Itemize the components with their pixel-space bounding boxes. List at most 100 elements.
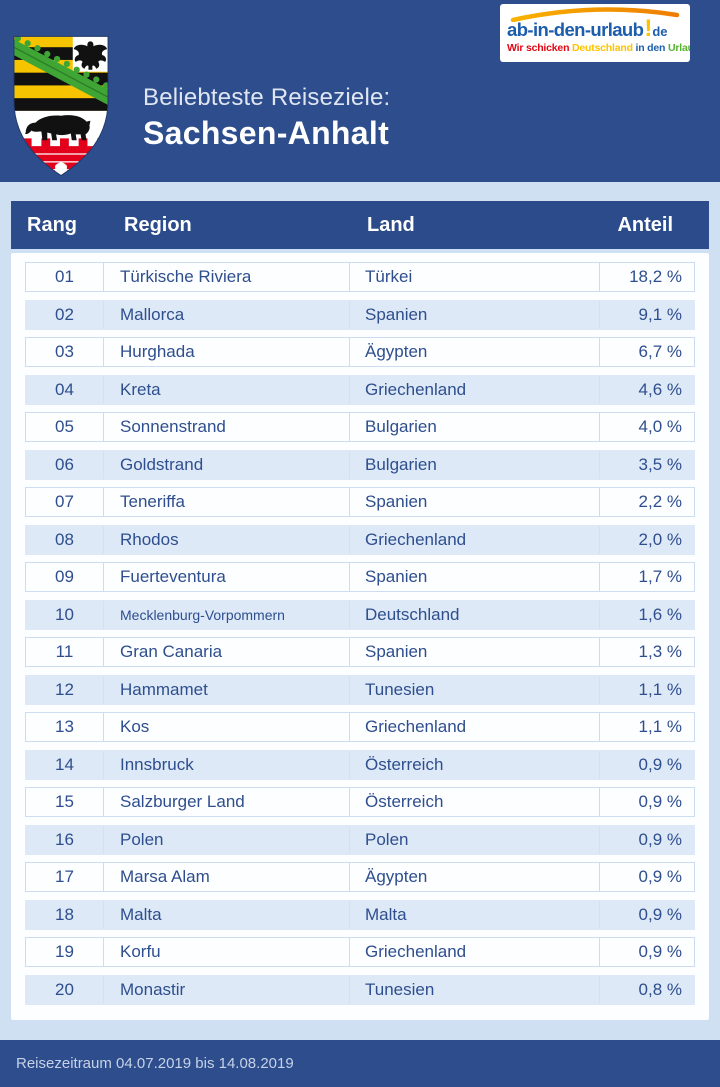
logo-main-text: ab-in-den-urlaub bbox=[507, 19, 644, 40]
cell-region: Salzburger Land bbox=[104, 788, 350, 816]
cell-region: Gran Canaria bbox=[104, 638, 350, 666]
cell-rang: 04 bbox=[26, 375, 104, 404]
page-subtitle: Beliebteste Reiseziele: bbox=[143, 84, 391, 111]
page-title: Sachsen-Anhalt bbox=[143, 115, 390, 151]
page-footer: Reisezeitraum 04.07.2019 bis 14.08.2019 bbox=[0, 1040, 720, 1087]
cell-region: Malta bbox=[104, 900, 350, 929]
table-row: 18 Malta Malta 0,9 % bbox=[25, 899, 695, 930]
column-header-rang: Rang bbox=[27, 213, 77, 236]
cell-rang: 12 bbox=[26, 675, 104, 704]
logo-tld: de bbox=[652, 24, 668, 39]
cell-rang: 11 bbox=[26, 638, 104, 666]
logo-tagline-word: Deutschland bbox=[572, 42, 636, 54]
table-row: 13 Kos Griechenland 1,1 % bbox=[25, 712, 695, 742]
cell-anteil: 2,2 % bbox=[638, 492, 682, 511]
cell-region: Teneriffa bbox=[104, 488, 350, 516]
cell-rang: 14 bbox=[26, 750, 104, 779]
cell-anteil: 2,0 % bbox=[638, 529, 682, 549]
table-body: 01 Türkische Riviera Türkei 18,2 % 02 Mallorc… bbox=[25, 262, 695, 1005]
cell-anteil: 1,1 % bbox=[638, 717, 682, 736]
cell-region: Kreta bbox=[104, 375, 350, 404]
cell-rang: 02 bbox=[26, 300, 104, 329]
cell-anteil: 6,7 % bbox=[638, 342, 682, 361]
cell-land: Tunesien bbox=[350, 975, 600, 1004]
table-row: 19 Korfu Griechenland 0,9 % bbox=[25, 937, 695, 967]
cell-anteil: 1,6 % bbox=[638, 604, 682, 624]
cell-rang: 13 bbox=[26, 713, 104, 741]
cell-anteil: 0,9 % bbox=[638, 867, 682, 886]
table-row: 01 Türkische Riviera Türkei 18,2 % bbox=[25, 262, 695, 292]
cell-rang: 01 bbox=[26, 263, 104, 291]
table-row: 10 Mecklenburg-Vorpommern Deutschland 1,6 % bbox=[25, 599, 695, 630]
cell-anteil: 0,9 % bbox=[638, 792, 682, 811]
cell-anteil: 0,9 % bbox=[638, 942, 682, 961]
table-row: 14 Innsbruck Österreich 0,9 % bbox=[25, 749, 695, 780]
cell-region: Monastir bbox=[104, 975, 350, 1004]
logo-wordmark: ab-in-den-urlaub!de bbox=[507, 17, 683, 41]
logo-exclamation: ! bbox=[644, 15, 653, 42]
cell-region: Korfu bbox=[104, 938, 350, 966]
cell-anteil: 1,7 % bbox=[638, 567, 682, 586]
title-block: Beliebteste Reiseziele: Sachsen-Anhalt bbox=[143, 84, 390, 152]
cell-anteil: 4,6 % bbox=[638, 379, 682, 399]
table-row: 06 Goldstrand Bulgarien 3,5 % bbox=[25, 449, 695, 480]
cell-region: Fuerteventura bbox=[104, 563, 350, 591]
cell-region: Hammamet bbox=[104, 675, 350, 704]
column-header-anteil: Anteil bbox=[617, 213, 673, 236]
cell-land: Malta bbox=[350, 900, 600, 929]
travel-period-label: Reisezeitraum 04.07.2019 bis 14.08.2019 bbox=[16, 1055, 294, 1072]
cell-land: Griechenland bbox=[350, 525, 600, 554]
cell-anteil: 0,8 % bbox=[638, 979, 682, 999]
table-row: 15 Salzburger Land Österreich 0,9 % bbox=[25, 787, 695, 817]
cell-land: Spanien bbox=[350, 563, 600, 591]
table-row: 04 Kreta Griechenland 4,6 % bbox=[25, 374, 695, 405]
cell-rang: 03 bbox=[26, 338, 104, 366]
table-row: 11 Gran Canaria Spanien 1,3 % bbox=[25, 637, 695, 667]
logo-tagline-word: Urlaub bbox=[667, 42, 690, 54]
cell-land: Griechenland bbox=[350, 713, 600, 741]
cell-region: Rhodos bbox=[104, 525, 350, 554]
table-card: 01 Türkische Riviera Türkei 18,2 % 02 Mallorc… bbox=[11, 253, 709, 1020]
cell-rang: 17 bbox=[26, 863, 104, 891]
cell-land: Spanien bbox=[350, 300, 600, 329]
cell-region: Türkische Riviera bbox=[104, 263, 350, 291]
table-row: 20 Monastir Tunesien 0,8 % bbox=[25, 974, 695, 1005]
logo-tagline-word: Wir schicken bbox=[507, 42, 572, 54]
ab-in-den-urlaub-logo: ab-in-den-urlaub!de Wir schicken Deutsch… bbox=[500, 4, 690, 62]
logo-tagline-word: in den bbox=[635, 42, 668, 54]
cell-land: Griechenland bbox=[350, 375, 600, 404]
cell-land: Deutschland bbox=[350, 600, 600, 629]
cell-land: Ägypten bbox=[350, 863, 600, 891]
table-row: 03 Hurghada Ägypten 6,7 % bbox=[25, 337, 695, 367]
cell-rang: 15 bbox=[26, 788, 104, 816]
cell-rang: 08 bbox=[26, 525, 104, 554]
table-row: 09 Fuerteventura Spanien 1,7 % bbox=[25, 562, 695, 592]
cell-rang: 18 bbox=[26, 900, 104, 929]
logo-swoosh-icon bbox=[510, 7, 680, 22]
cell-region: Goldstrand bbox=[104, 450, 350, 479]
cell-anteil: 1,1 % bbox=[638, 679, 682, 699]
cell-region: Mecklenburg-Vorpommern bbox=[104, 600, 350, 629]
table-row: 17 Marsa Alam Ägypten 0,9 % bbox=[25, 862, 695, 892]
cell-rang: 20 bbox=[26, 975, 104, 1004]
cell-region: Hurghada bbox=[104, 338, 350, 366]
cell-region: Kos bbox=[104, 713, 350, 741]
cell-rang: 16 bbox=[26, 825, 104, 854]
cell-land: Österreich bbox=[350, 750, 600, 779]
cell-anteil: 18,2 % bbox=[629, 267, 682, 286]
cell-rang: 05 bbox=[26, 413, 104, 441]
page-header: Beliebteste Reiseziele: Sachsen-Anhalt a… bbox=[0, 0, 720, 182]
cell-region: Sonnenstrand bbox=[104, 413, 350, 441]
cell-region: Polen bbox=[104, 825, 350, 854]
content-area: Rang Region Land Anteil 01 Türkische Rivi… bbox=[0, 182, 720, 1040]
cell-region: Mallorca bbox=[104, 300, 350, 329]
table-row: 12 Hammamet Tunesien 1,1 % bbox=[25, 674, 695, 705]
table-header-row: Rang Region Land Anteil bbox=[11, 201, 709, 249]
cell-rang: 06 bbox=[26, 450, 104, 479]
cell-rang: 09 bbox=[26, 563, 104, 591]
cell-rang: 19 bbox=[26, 938, 104, 966]
cell-land: Griechenland bbox=[350, 938, 600, 966]
cell-land: Spanien bbox=[350, 638, 600, 666]
cell-anteil: 0,9 % bbox=[638, 754, 682, 774]
